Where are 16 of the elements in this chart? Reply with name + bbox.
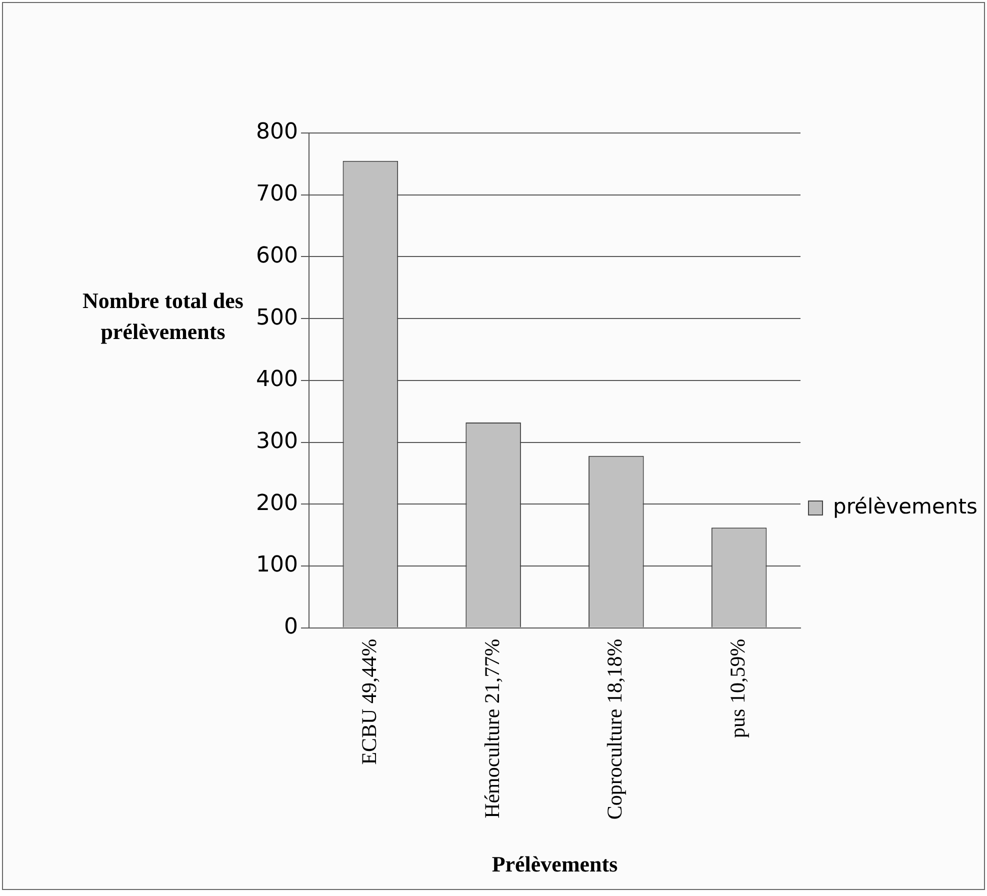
y-axis-title: Nombre total des prélèvements	[82, 288, 244, 344]
x-tick-label: ECBU 49,44%	[356, 638, 381, 765]
y-tick-label: 200	[256, 490, 298, 516]
y-tick-label: 0	[284, 614, 298, 640]
x-tick-label: Coproculture 18,18%	[602, 638, 627, 820]
y-tick-label: 100	[256, 552, 298, 578]
y-tick-label: 600	[256, 243, 298, 268]
x-axis-title: Prélèvements	[492, 851, 618, 876]
y-tick-label: 400	[256, 367, 298, 392]
x-tick-label: pus 10,59%	[726, 638, 750, 738]
y-tick-label: 300	[256, 428, 298, 454]
y-tick-label: 500	[256, 305, 298, 330]
legend-label: prélèvements	[833, 494, 978, 518]
y-tick-label: 800	[256, 120, 298, 145]
y-tick-label: 700	[256, 182, 298, 207]
x-tick-label: Hémoculture 21,77%	[480, 638, 504, 818]
